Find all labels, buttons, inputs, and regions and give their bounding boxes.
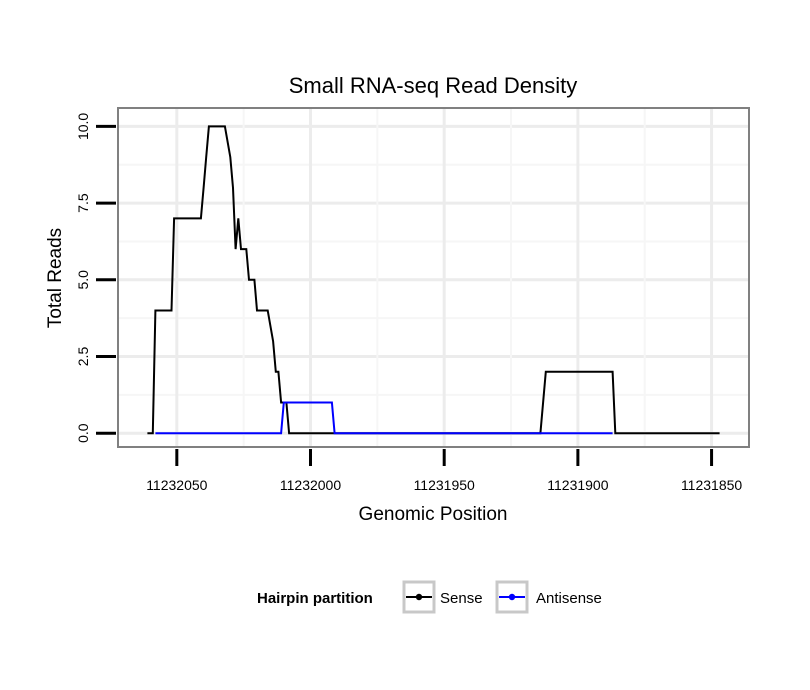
- legend-key-sense: [402, 580, 436, 614]
- x-axis: 11232050 11232000 11231950 11231900 11231850: [146, 449, 742, 493]
- grid: [118, 108, 749, 447]
- x-tick-label: 11232000: [280, 477, 341, 493]
- y-axis-title: Total Reads: [45, 228, 66, 328]
- legend-title: Hairpin partition: [257, 590, 373, 607]
- series-lines: [147, 125, 720, 435]
- legend: Hairpin partition Sense Antisense: [257, 580, 602, 614]
- y-axis: 0.0 2.5 5.0 7.5 10.0: [75, 113, 116, 443]
- x-tick-label: 11231900: [547, 477, 608, 493]
- y-tick-label: 10.0: [75, 113, 91, 140]
- legend-label-antisense: Antisense: [536, 590, 602, 607]
- legend-key-antisense: [495, 580, 529, 614]
- y-tick-label: 5.0: [75, 270, 91, 290]
- legend-label-sense: Sense: [440, 590, 483, 607]
- series-line-sense: [147, 125, 720, 435]
- x-tick-label: 11231950: [414, 477, 475, 493]
- y-tick-label: 7.5: [75, 193, 91, 213]
- x-tick-label: 11231850: [681, 477, 742, 493]
- chart-title: Small RNA-seq Read Density: [289, 73, 578, 98]
- y-tick-label: 0.0: [75, 423, 91, 443]
- series-line-antisense: [155, 401, 613, 435]
- y-tick-label: 2.5: [75, 347, 91, 367]
- x-axis-title: Genomic Position: [359, 504, 508, 525]
- plot-panel-border: [117, 107, 750, 448]
- x-tick-label: 11232050: [146, 477, 207, 493]
